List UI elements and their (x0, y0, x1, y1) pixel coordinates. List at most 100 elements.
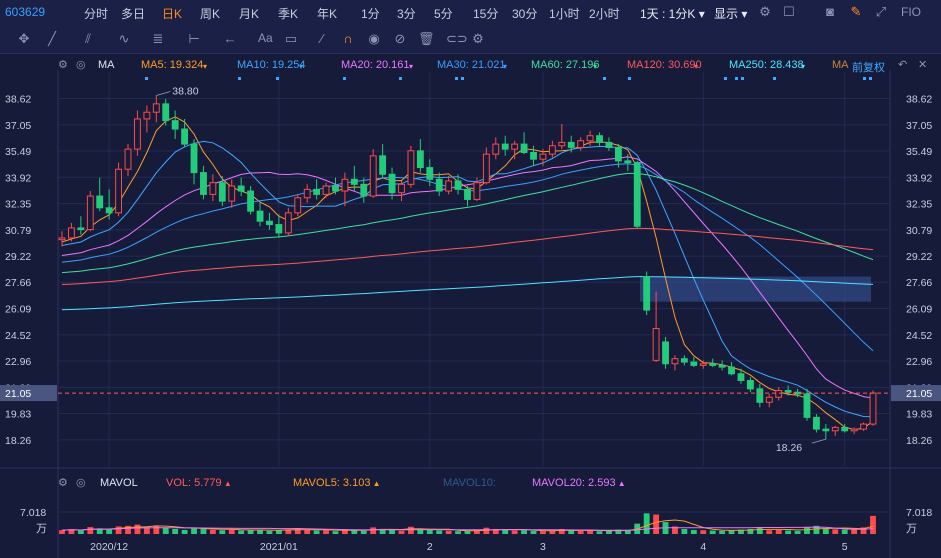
volume-bar[interactable] (313, 530, 320, 534)
volume-bar[interactable] (379, 528, 386, 534)
candle[interactable] (718, 364, 726, 368)
f10-button[interactable]: FIO (901, 5, 921, 19)
volume-bar[interactable] (294, 528, 301, 534)
tab-8[interactable]: 3分 (397, 7, 416, 21)
vol-legend-item[interactable]: MAVOL5: 3.103 ▲ (293, 477, 381, 489)
candle[interactable] (218, 182, 226, 202)
ma-legend-item[interactable]: MA120: 30.690 (627, 59, 702, 71)
volume-bar[interactable] (332, 531, 339, 534)
candle[interactable] (709, 363, 717, 366)
volume-bar[interactable] (115, 526, 122, 534)
tab-4[interactable]: 月K (239, 7, 260, 21)
candle[interactable] (162, 103, 170, 122)
candle[interactable] (473, 182, 481, 200)
hide-icon[interactable]: ⊘ (394, 31, 406, 46)
volume-bar[interactable] (172, 528, 179, 534)
volume-bar[interactable] (577, 530, 584, 534)
link-icon[interactable]: ⊂⊃ (446, 31, 468, 46)
volume-bar[interactable] (615, 529, 622, 534)
candle[interactable] (181, 128, 189, 145)
volume-bar[interactable] (87, 527, 94, 534)
volume-bar[interactable] (106, 529, 113, 534)
volume-bar[interactable] (719, 530, 726, 534)
volume-bar[interactable] (832, 529, 839, 534)
volume-bar[interactable] (549, 530, 556, 534)
volume-bar[interactable] (672, 526, 678, 534)
volume-bar[interactable] (181, 529, 188, 534)
candle[interactable] (482, 153, 490, 184)
candle[interactable] (860, 423, 867, 430)
candle[interactable] (746, 379, 754, 390)
candle[interactable] (492, 143, 500, 155)
candle[interactable] (822, 428, 830, 432)
volume-bar[interactable] (360, 530, 367, 534)
candle[interactable] (511, 143, 519, 150)
volume-bar[interactable] (275, 530, 282, 534)
gap-zone[interactable] (640, 276, 871, 302)
tab-5[interactable]: 季K (278, 7, 299, 21)
ma-legend-item[interactable]: MA30: 21.021 (437, 59, 506, 71)
candle[interactable] (124, 148, 132, 170)
magnet-icon[interactable]: ∩ (343, 31, 353, 46)
candle[interactable] (567, 141, 575, 148)
pen-icon[interactable]: ∕ (320, 31, 324, 46)
volume-bar[interactable] (540, 531, 546, 534)
candle[interactable] (850, 428, 858, 432)
tab-1[interactable]: 多日 (121, 7, 146, 21)
tab-10[interactable]: 15分 (473, 7, 499, 21)
candle[interactable] (360, 183, 368, 197)
candle[interactable] (256, 210, 264, 222)
candle[interactable] (662, 341, 669, 365)
volume-bar[interactable] (813, 525, 820, 534)
ma-legend-item[interactable]: MA250: 28.438 (729, 59, 804, 71)
volume-bar[interactable] (738, 529, 744, 534)
close-icon[interactable]: ✕ (918, 59, 928, 71)
volume-bar[interactable] (624, 530, 631, 534)
candle[interactable] (369, 155, 377, 197)
candle[interactable] (614, 146, 622, 162)
volume-bar[interactable] (841, 529, 848, 534)
tab-11[interactable]: 30分 (512, 7, 538, 21)
eye-icon[interactable]: ◉ (368, 31, 380, 46)
candle[interactable] (416, 150, 424, 169)
square-icon[interactable]: ☐ (783, 4, 795, 19)
eye-icon[interactable]: ◎ (76, 59, 86, 71)
volume-bar[interactable] (200, 528, 207, 534)
candle[interactable] (765, 396, 773, 403)
vol-legend-item[interactable]: MAVOL10: (443, 477, 496, 489)
volume-bar[interactable] (341, 529, 348, 534)
volume-bar[interactable] (775, 529, 782, 534)
volume-bar[interactable] (860, 527, 867, 534)
volume-bar[interactable] (426, 529, 433, 534)
volume-bar[interactable] (464, 530, 471, 534)
volume-bar[interactable] (209, 529, 216, 534)
candle[interactable] (624, 160, 632, 164)
volume-bar[interactable] (822, 528, 829, 534)
volume-bar[interactable] (766, 530, 773, 534)
volume-bar[interactable] (521, 530, 528, 534)
ma-indicator-name[interactable]: MA (98, 59, 115, 71)
volume-bar[interactable] (558, 528, 565, 534)
volume-bar[interactable] (568, 530, 575, 534)
candle[interactable] (143, 111, 151, 120)
candle[interactable] (520, 143, 528, 153)
candle[interactable] (96, 195, 104, 209)
candle[interactable] (247, 190, 255, 212)
fib-icon[interactable]: ≣ (152, 31, 164, 46)
wave-icon[interactable]: ∿ (118, 31, 130, 46)
candle[interactable] (322, 185, 330, 195)
ma-legend-item[interactable]: MA60: 27.196 (531, 59, 600, 71)
candle[interactable] (266, 220, 273, 226)
volume-bar[interactable] (134, 524, 141, 534)
volume-bar[interactable] (417, 528, 424, 534)
candle[interactable] (86, 195, 94, 231)
undo-icon[interactable]: ↶ (898, 59, 908, 71)
ma-legend-item[interactable]: MA (832, 59, 849, 71)
candle[interactable] (737, 373, 745, 381)
volume-bar[interactable] (77, 530, 84, 534)
candle[interactable] (728, 366, 735, 375)
candle[interactable] (68, 227, 75, 239)
volume-bar[interactable] (398, 530, 405, 534)
ma-legend-item[interactable]: MA5: 19.324 (141, 59, 204, 71)
